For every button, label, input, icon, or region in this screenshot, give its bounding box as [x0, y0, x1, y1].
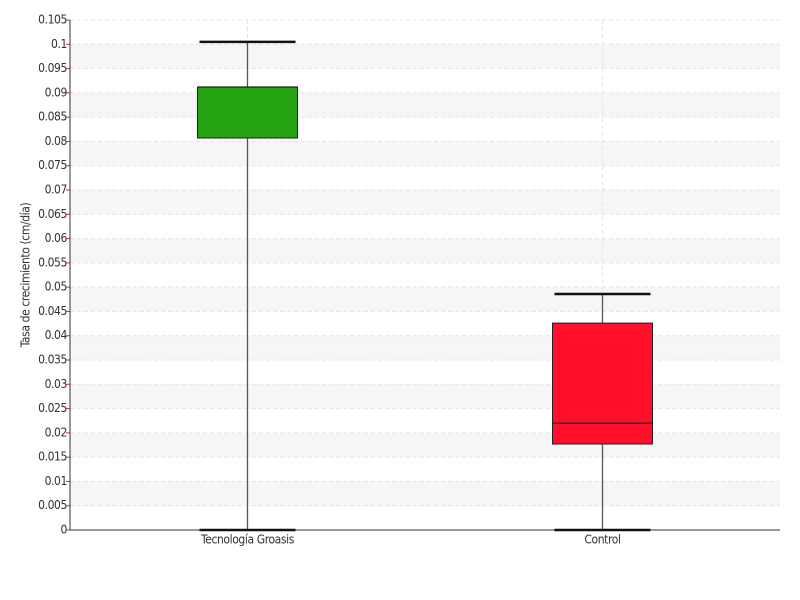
y-tick-label: 0.08	[45, 134, 68, 148]
grid-band	[70, 190, 780, 215]
y-tick-label: 0.005	[38, 498, 67, 512]
y-tick-label: 0.065	[38, 207, 67, 221]
grid-band	[70, 384, 780, 409]
y-tick-label: 0.06	[45, 231, 68, 245]
y-tick-label: 0.09	[45, 85, 68, 99]
y-tick-label: 0.075	[38, 158, 67, 172]
box	[552, 322, 653, 445]
y-tick-label: 0.045	[38, 304, 67, 318]
grid-band	[70, 238, 780, 263]
grid-band	[70, 44, 780, 69]
grid-band	[70, 481, 780, 506]
y-tick-label: 0.095	[38, 61, 67, 75]
y-axis-label: Tasa de crecimiento (cm/día)	[19, 203, 33, 349]
y-tick-label: 0.085	[38, 110, 67, 124]
grid-band	[70, 141, 780, 166]
y-tick-label: 0.1	[51, 37, 67, 51]
grid-band	[70, 335, 780, 360]
y-tick-label: 0.055	[38, 255, 67, 269]
x-tick-label: Tecnología Groasis	[200, 533, 295, 547]
y-tick-label: 0.03	[45, 377, 67, 391]
y-tick-label: 0.07	[45, 183, 67, 197]
y-tick-label: 0.05	[45, 280, 67, 294]
y-tick-label: 0.105	[38, 13, 67, 27]
grid-band	[70, 92, 780, 118]
y-tick-label: 0.04	[45, 328, 68, 342]
y-tick-label: 0.01	[45, 474, 67, 488]
y-tick-label: 0.025	[38, 401, 67, 415]
y-tick-label: 0.015	[38, 450, 67, 464]
y-tick-label: 0.035	[38, 353, 67, 367]
box	[197, 86, 298, 139]
y-tick-label: 0.02	[45, 425, 67, 439]
grid-band	[70, 432, 780, 458]
grid-band	[70, 287, 780, 312]
x-tick-label: Control	[584, 533, 620, 547]
y-tick-label: 0	[61, 523, 68, 537]
